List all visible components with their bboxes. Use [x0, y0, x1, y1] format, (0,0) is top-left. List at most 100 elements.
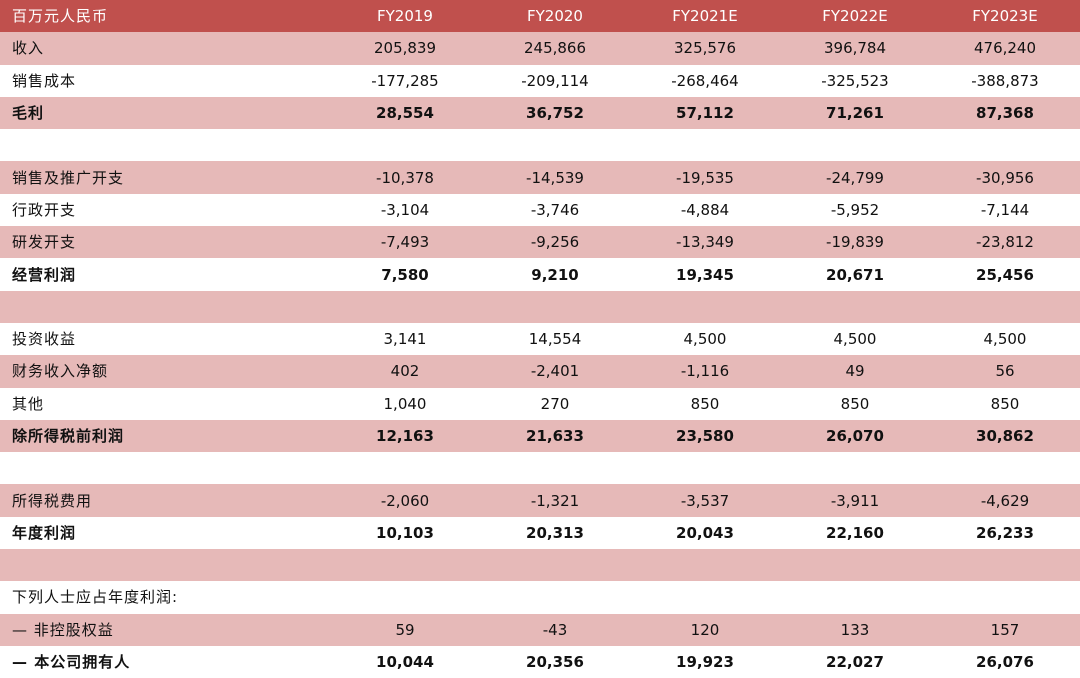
value-cell: 4,500	[630, 322, 780, 356]
table-row: 下列人士应占年度利润:	[0, 581, 1080, 614]
value-cell: 157	[930, 613, 1080, 646]
spacer-row	[0, 452, 1080, 485]
value-cell: -388,873	[930, 64, 1080, 97]
value-cell	[780, 452, 930, 485]
value-cell: 850	[780, 387, 930, 420]
value-cell	[330, 129, 480, 162]
value-cell	[480, 129, 630, 162]
value-cell: 23,580	[630, 419, 780, 453]
table-row: 财务收入净额 402 -2,401 -1,116 49 56	[0, 355, 1080, 388]
value-cell: 59	[330, 613, 480, 646]
value-cell: 4,500	[930, 322, 1080, 356]
row-label: 财务收入净额	[0, 355, 330, 388]
value-cell: 71,261	[780, 96, 930, 130]
header-cell-fy2019: FY2019	[330, 0, 480, 33]
value-cell: 26,233	[930, 516, 1080, 550]
row-label: 年度利润	[0, 516, 330, 550]
spacer-row	[0, 549, 1080, 582]
value-cell: -4,629	[930, 484, 1080, 517]
table-row: 收入 205,839 245,866 325,576 396,784 476,240	[0, 32, 1080, 65]
value-cell	[930, 549, 1080, 582]
value-cell: -4,884	[630, 193, 780, 227]
value-cell: 7,580	[330, 258, 480, 291]
value-cell: 205,839	[330, 32, 480, 65]
value-cell	[480, 452, 630, 485]
value-cell: -3,746	[480, 193, 630, 227]
value-cell: -2,401	[480, 355, 630, 388]
row-label: 销售及推广开支	[0, 161, 330, 194]
value-cell	[330, 549, 480, 582]
table-row: — 非控股权益 59 -43 120 133 157	[0, 613, 1080, 646]
value-cell: 25,456	[930, 258, 1080, 291]
value-cell: -3,911	[780, 484, 930, 517]
value-cell	[480, 581, 630, 614]
value-cell	[630, 452, 780, 485]
row-label	[0, 290, 330, 323]
value-cell	[330, 581, 480, 614]
value-cell	[930, 290, 1080, 323]
header-cell-fy2021e: FY2021E	[630, 0, 780, 33]
value-cell: -19,839	[780, 226, 930, 259]
table-row: 行政开支 -3,104 -3,746 -4,884 -5,952 -7,144	[0, 193, 1080, 227]
row-label	[0, 452, 330, 485]
value-cell	[630, 581, 780, 614]
value-cell: 9,210	[480, 258, 630, 291]
value-cell: 87,368	[930, 96, 1080, 130]
value-cell: 28,554	[330, 96, 480, 130]
value-cell: 476,240	[930, 32, 1080, 65]
value-cell: -14,539	[480, 161, 630, 194]
value-cell: -13,349	[630, 226, 780, 259]
row-label: 除所得税前利润	[0, 419, 330, 453]
value-cell: 20,356	[480, 645, 630, 678]
row-label: 行政开支	[0, 193, 330, 227]
value-cell	[480, 549, 630, 582]
row-label: 经营利润	[0, 258, 330, 291]
table-row: 毛利 28,554 36,752 57,112 71,261 87,368	[0, 96, 1080, 130]
value-cell: 19,923	[630, 645, 780, 678]
row-label: 投资收益	[0, 322, 330, 356]
value-cell	[330, 290, 480, 323]
table-row: 研发开支 -7,493 -9,256 -13,349 -19,839 -23,812	[0, 226, 1080, 259]
value-cell: -1,321	[480, 484, 630, 517]
header-cell-fy2023e: FY2023E	[930, 0, 1080, 33]
table-row: 经营利润 7,580 9,210 19,345 20,671 25,456	[0, 258, 1080, 291]
row-label	[0, 129, 330, 162]
value-cell: 56	[930, 355, 1080, 388]
row-label: 所得税费用	[0, 484, 330, 517]
value-cell: 12,163	[330, 419, 480, 453]
table-header-row: 百万元人民币 FY2019 FY2020 FY2021E FY2022E FY2…	[0, 0, 1080, 33]
row-label	[0, 549, 330, 582]
spacer-row	[0, 129, 1080, 162]
value-cell: -43	[480, 613, 630, 646]
row-label: 研发开支	[0, 226, 330, 259]
value-cell: -19,535	[630, 161, 780, 194]
value-cell: 22,027	[780, 645, 930, 678]
value-cell: 22,160	[780, 516, 930, 550]
value-cell: 57,112	[630, 96, 780, 130]
value-cell: -9,256	[480, 226, 630, 259]
value-cell: 14,554	[480, 322, 630, 356]
value-cell	[930, 452, 1080, 485]
value-cell: 402	[330, 355, 480, 388]
table-row: 其他 1,040 270 850 850 850	[0, 387, 1080, 420]
value-cell: -7,493	[330, 226, 480, 259]
value-cell: 49	[780, 355, 930, 388]
table-row: 销售成本 -177,285 -209,114 -268,464 -325,523 -388…	[0, 64, 1080, 97]
row-label: 其他	[0, 387, 330, 420]
value-cell: -268,464	[630, 64, 780, 97]
value-cell: 20,671	[780, 258, 930, 291]
table-row: 销售及推广开支 -10,378 -14,539 -19,535 -24,799 -30,9…	[0, 161, 1080, 194]
value-cell	[780, 581, 930, 614]
value-cell: 26,070	[780, 419, 930, 453]
value-cell: 850	[630, 387, 780, 420]
row-label: 毛利	[0, 96, 330, 130]
row-label: — 本公司拥有人	[0, 645, 330, 678]
value-cell: 26,076	[930, 645, 1080, 678]
row-label: 收入	[0, 32, 330, 65]
value-cell: 3,141	[330, 322, 480, 356]
value-cell: 245,866	[480, 32, 630, 65]
value-cell: -177,285	[330, 64, 480, 97]
value-cell: -3,104	[330, 193, 480, 227]
row-label: 销售成本	[0, 64, 330, 97]
